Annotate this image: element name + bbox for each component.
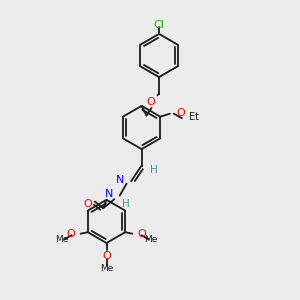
Text: Me: Me [55,235,68,244]
Text: H: H [122,199,130,209]
Text: O: O [146,97,155,107]
Text: O: O [66,229,75,239]
Text: O: O [102,250,111,261]
Text: N: N [105,189,113,199]
Text: O: O [177,108,186,118]
Text: N: N [116,175,124,185]
Text: Cl: Cl [154,20,164,31]
Text: O: O [138,229,147,239]
Text: Me: Me [145,235,158,244]
Text: H: H [150,165,158,175]
Text: O: O [83,199,92,209]
Text: Et: Et [189,112,199,122]
Text: Me: Me [100,264,113,273]
